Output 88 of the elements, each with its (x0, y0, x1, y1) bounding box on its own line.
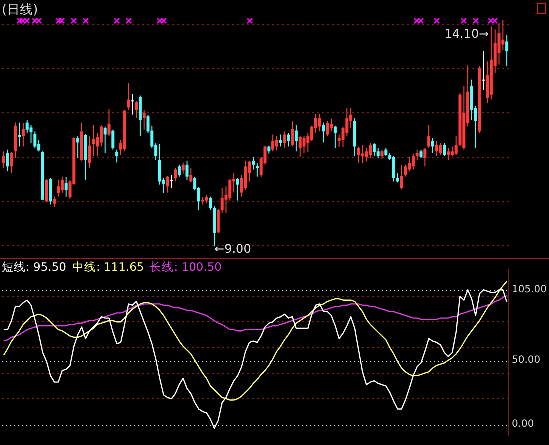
candlestick (166, 175, 170, 194)
candlestick (447, 148, 450, 161)
candlestick (127, 82, 130, 110)
candlestick (486, 61, 490, 104)
candlestick (216, 208, 220, 234)
text: 中线: 111.65 (72, 260, 144, 274)
candlestick (60, 176, 64, 194)
candlestick (186, 160, 189, 180)
candlestick (439, 142, 442, 156)
candlestick (400, 164, 404, 190)
candlestick (18, 122, 22, 148)
candlestick (450, 146, 454, 157)
candlestick (104, 126, 107, 154)
candlestick (506, 34, 509, 68)
candlestick (357, 146, 360, 164)
candlestick (435, 140, 438, 157)
candlestick (174, 168, 178, 182)
candlestick (64, 176, 68, 198)
candlestick (138, 95, 142, 137)
candlestick (443, 142, 446, 157)
y-tick-label: 0.00 (512, 419, 534, 430)
candlestick (482, 50, 486, 91)
candlestick (372, 142, 376, 157)
candlestick (416, 149, 419, 161)
candlestick (26, 120, 29, 134)
annotation: 14.10→ (444, 27, 490, 42)
candlestick (236, 178, 240, 202)
candlestick (131, 94, 134, 116)
candlestick (6, 149, 10, 172)
candlestick (502, 20, 505, 51)
candlestick (396, 172, 400, 184)
candlestick (76, 136, 80, 159)
chart-title: (日线) (2, 2, 38, 19)
candlestick (298, 136, 302, 158)
candlestick (256, 162, 259, 178)
annotation: ←9.00 (214, 242, 252, 256)
y-tick-label: 50.00 (512, 355, 541, 366)
candlestick (57, 179, 60, 198)
candlestick (170, 174, 174, 189)
candlestick (498, 22, 501, 66)
candlestick (272, 134, 275, 152)
candlestick (392, 156, 396, 182)
candlestick (369, 142, 372, 159)
candlestick (142, 109, 146, 130)
candlestick (45, 179, 48, 204)
candlestick (428, 124, 431, 150)
candlestick (244, 160, 248, 191)
candlestick (112, 129, 115, 150)
candlestick (294, 124, 298, 152)
candlestick (334, 125, 337, 150)
candlestick (100, 124, 103, 148)
candlestick (376, 148, 380, 159)
candlestick (302, 136, 306, 154)
candlestick (22, 122, 25, 148)
candlestick (53, 196, 56, 208)
candlestick (318, 113, 322, 132)
candlestick (361, 144, 364, 164)
candlestick (275, 136, 278, 152)
candlestick (470, 79, 474, 121)
candlestick (291, 120, 294, 148)
candlestick (158, 144, 162, 186)
candlestick (330, 118, 334, 132)
candlestick (2, 151, 6, 169)
candlestick (178, 164, 181, 178)
candlestick (135, 101, 138, 119)
candlestick (283, 131, 286, 150)
candlestick (326, 120, 330, 138)
text: 长线: 100.50 (150, 260, 222, 274)
candlestick (412, 153, 415, 170)
candlestick (365, 148, 368, 162)
candlestick (209, 196, 212, 211)
candlestick (108, 108, 111, 138)
candlestick (408, 156, 412, 172)
candlestick (431, 138, 434, 154)
candlestick (454, 136, 458, 156)
text: 短线: 95.50 (2, 260, 66, 274)
candlestick (252, 156, 256, 170)
candlestick (322, 122, 326, 144)
candlestick (49, 178, 52, 206)
y-tick-label: 105.00 (512, 284, 547, 296)
candlestick (190, 168, 193, 184)
candlestick (116, 149, 119, 164)
candlestick (424, 148, 427, 168)
candlestick (182, 162, 185, 174)
candlestick (279, 134, 282, 148)
candlestick (380, 149, 384, 160)
candlestick (287, 132, 290, 148)
candlestick (220, 188, 224, 214)
